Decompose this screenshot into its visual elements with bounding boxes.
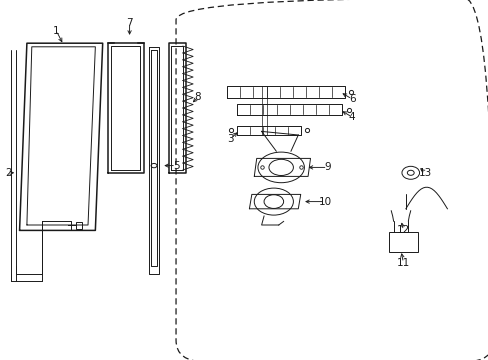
Text: 11: 11 [396, 258, 409, 268]
Text: 1: 1 [53, 26, 60, 36]
Text: 4: 4 [348, 112, 355, 122]
Text: 13: 13 [418, 168, 431, 178]
Text: 7: 7 [126, 18, 133, 28]
Text: 5: 5 [172, 161, 179, 171]
Text: 9: 9 [324, 162, 330, 172]
Text: 8: 8 [194, 92, 201, 102]
Text: 10: 10 [318, 197, 331, 207]
Bar [76, 222, 81, 229]
Text: 2: 2 [5, 168, 12, 178]
Text: 6: 6 [348, 94, 355, 104]
Bar [388, 232, 417, 252]
Text: 3: 3 [227, 134, 234, 144]
Text: 12: 12 [396, 225, 409, 235]
